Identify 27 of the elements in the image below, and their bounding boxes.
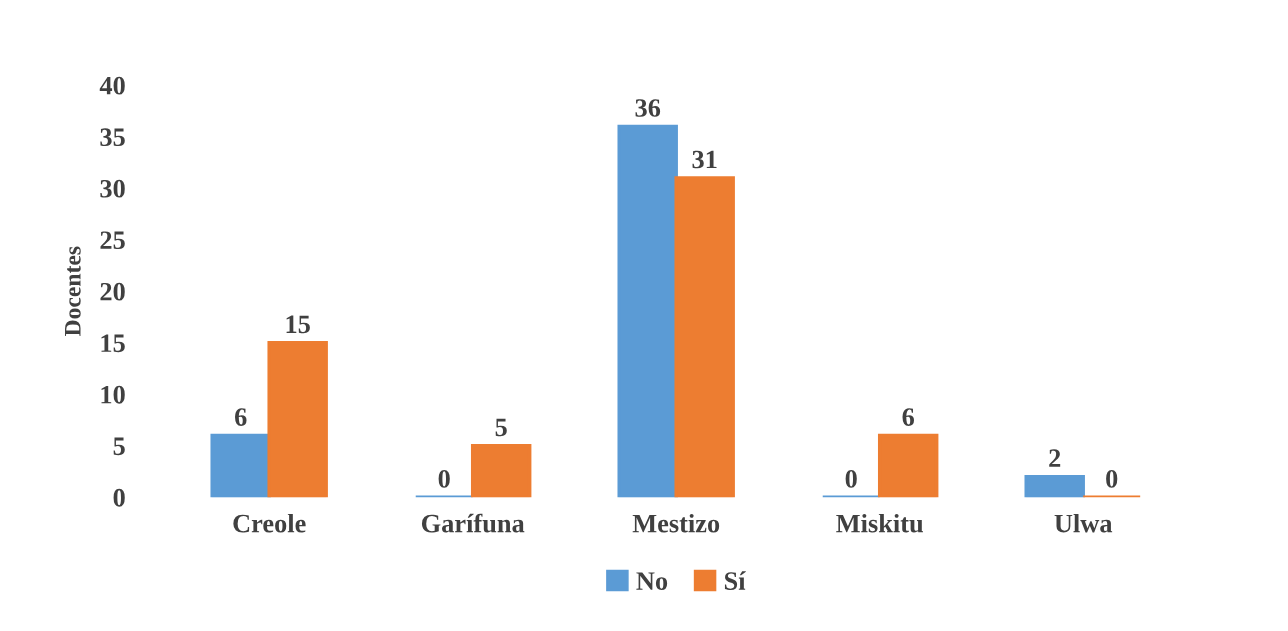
y-tick-label: 15 <box>101 334 125 353</box>
y-tick-label: 35 <box>100 128 125 147</box>
data-label: 6 <box>902 408 915 426</box>
data-label: 2 <box>1049 449 1061 467</box>
y-tick-label: 0 <box>113 488 125 507</box>
data-label: 0 <box>438 469 450 488</box>
x-tick-label: Garífuna <box>421 513 525 533</box>
y-tick-label: 25 <box>100 231 125 250</box>
x-tick-label: Mestizo <box>632 513 720 533</box>
data-label: 0 <box>845 469 857 488</box>
y-tick-label: 10 <box>101 385 125 404</box>
y-tick-label: 5 <box>113 437 125 456</box>
legend-label: No <box>636 572 668 590</box>
data-label: 0 <box>1106 469 1118 488</box>
y-axis-title: Docentes <box>65 246 81 337</box>
y-tick-label: 40 <box>99 76 125 95</box>
data-label: 15 <box>286 315 310 334</box>
data-label: 5 <box>495 418 507 437</box>
y-tick-label: 20 <box>100 282 125 301</box>
legend-label: Sí <box>724 571 746 590</box>
data-label: 6 <box>235 408 247 426</box>
data-label: 31 <box>692 150 717 169</box>
x-tick-label: Miskitu <box>836 513 923 533</box>
data-label: 36 <box>635 99 661 117</box>
x-tick-label: Creole <box>233 513 306 533</box>
x-tick-label: Ulwa <box>1054 513 1113 533</box>
y-tick-label: 30 <box>100 179 125 198</box>
